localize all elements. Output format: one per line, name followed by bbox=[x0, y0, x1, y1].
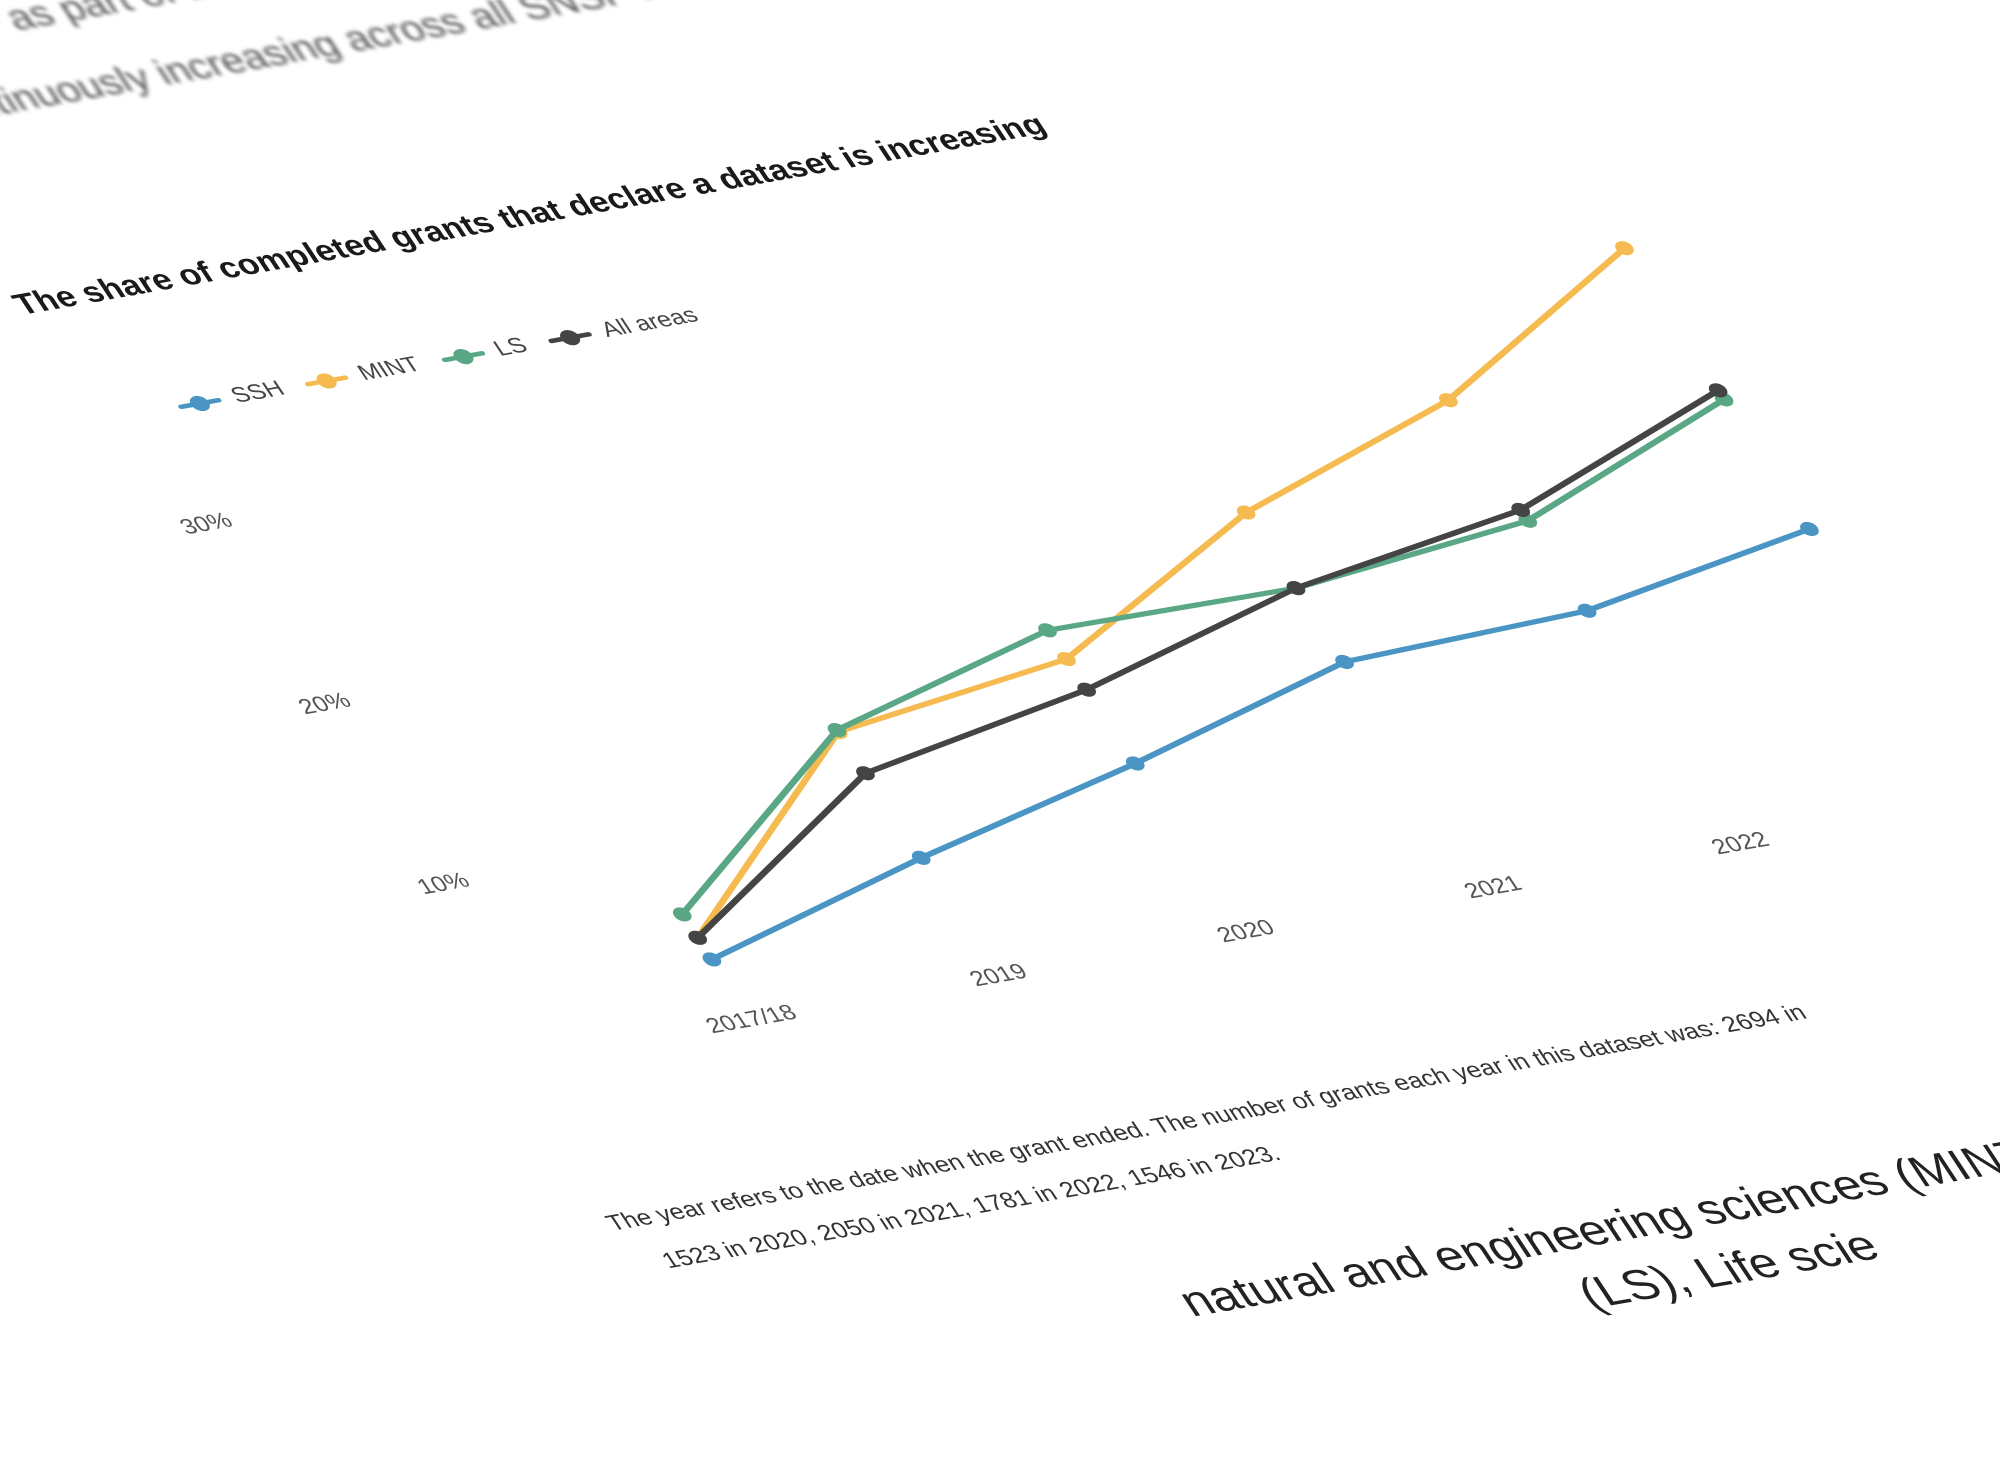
y-tick-label: 20% bbox=[293, 688, 356, 719]
data-point[interactable] bbox=[1612, 240, 1637, 257]
series-all-areas bbox=[685, 382, 1730, 946]
data-point[interactable] bbox=[1332, 654, 1357, 671]
footnote-line-2: 1523 in 2020, 2050 in 2021, 1781 in 2022… bbox=[656, 1141, 1286, 1274]
data-point[interactable] bbox=[824, 722, 849, 739]
series-line bbox=[694, 245, 1628, 941]
data-point[interactable] bbox=[1508, 502, 1533, 519]
data-point[interactable] bbox=[1035, 622, 1060, 639]
data-point[interactable] bbox=[853, 765, 878, 782]
x-tick-label: 2022 bbox=[1706, 828, 1774, 860]
x-tick-label: 2019 bbox=[965, 959, 1033, 991]
series-line bbox=[694, 387, 1722, 941]
data-point[interactable] bbox=[1436, 392, 1461, 409]
photo-stage: F as part of their ntinuously increasing… bbox=[0, 0, 2000, 1326]
line-chart: 10% 20% 30% 2017/18 2019 2020 2021 2022 bbox=[175, 240, 1822, 1038]
data-point[interactable] bbox=[1233, 504, 1258, 521]
data-point[interactable] bbox=[1074, 681, 1099, 698]
data-point[interactable] bbox=[1515, 512, 1540, 529]
data-point[interactable] bbox=[908, 849, 933, 866]
y-tick-label: 10% bbox=[412, 868, 475, 899]
data-point[interactable] bbox=[685, 929, 710, 946]
intro-text-line-1: F as part of their bbox=[0, 0, 270, 44]
series-line bbox=[679, 396, 1728, 917]
data-point[interactable] bbox=[1123, 755, 1148, 772]
data-point[interactable] bbox=[1283, 580, 1308, 597]
x-tick-label: 2021 bbox=[1459, 872, 1527, 904]
x-tick-label: 2017/18 bbox=[701, 1000, 802, 1038]
x-tick-label: 2020 bbox=[1212, 915, 1280, 947]
data-point[interactable] bbox=[1574, 602, 1599, 619]
series-line bbox=[708, 526, 1813, 962]
data-point[interactable] bbox=[699, 951, 724, 968]
data-point[interactable] bbox=[1054, 651, 1079, 668]
article-page: F as part of their ntinuously increasing… bbox=[0, 0, 2000, 1326]
y-tick-label: 30% bbox=[175, 508, 238, 539]
series-ssh bbox=[699, 521, 1822, 968]
data-point[interactable] bbox=[1705, 382, 1730, 399]
data-point[interactable] bbox=[1797, 521, 1822, 538]
data-point[interactable] bbox=[670, 906, 695, 923]
